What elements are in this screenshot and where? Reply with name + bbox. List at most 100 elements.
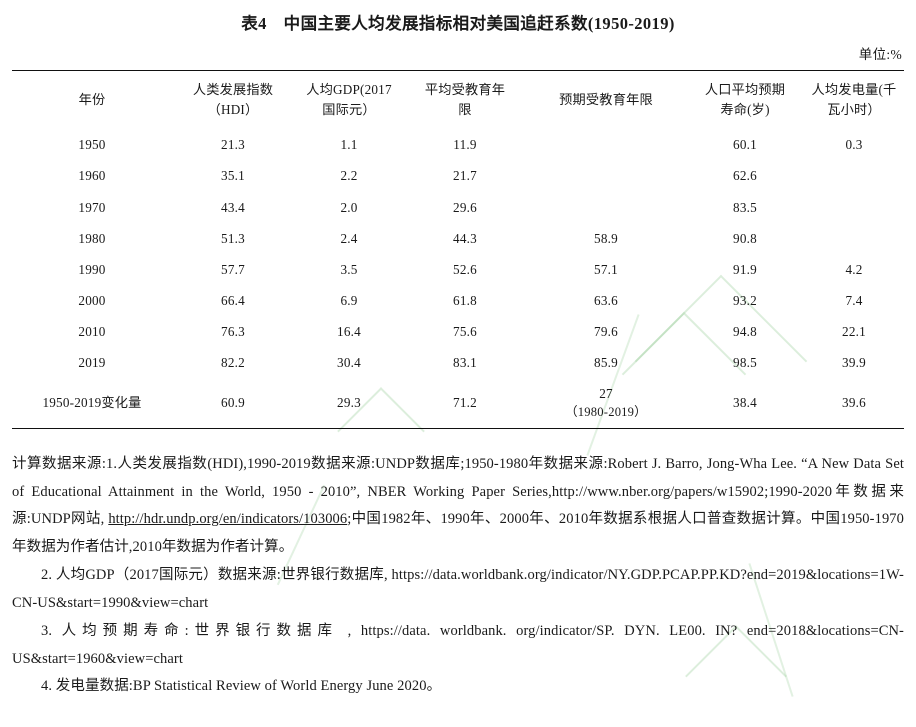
column-header-mean-schooling: 平均受教育年 限 xyxy=(404,71,526,130)
table-row: 1980 51.3 2.4 44.3 58.9 90.8 xyxy=(12,223,904,254)
cell-gdp-per-capita: 3.5 xyxy=(340,261,358,277)
cell-hdi: 51.3 xyxy=(221,230,245,246)
column-header-life-expectancy-line2: 寿命(岁) xyxy=(720,102,770,118)
cell-mean-schooling: 21.7 xyxy=(453,168,477,184)
column-header-gdp-per-capita: 人均GDP(2017 国际元） xyxy=(294,71,404,130)
column-header-hdi-line2: （HDI） xyxy=(207,102,259,118)
cell-hdi: 66.4 xyxy=(221,292,245,308)
cell-year: 2019 xyxy=(78,355,106,371)
column-header-life-expectancy: 人口平均预期 寿命(岁) xyxy=(686,71,804,130)
cell-year: 1950-2019变化量 xyxy=(42,395,142,411)
table-row: 2000 66.4 6.9 61.8 63.6 93.2 7.4 xyxy=(12,285,904,316)
cell-mean-schooling: 83.1 xyxy=(453,355,477,371)
cell-life-expectancy: 90.8 xyxy=(733,230,757,246)
table-notes: 计算数据来源:1.人类发展指数(HDI),1990-2019数据来源:UNDP数… xyxy=(12,451,904,701)
cell-life-expectancy: 91.9 xyxy=(733,261,757,277)
table-row: 1970 43.4 2.0 29.6 83.5 xyxy=(12,192,904,223)
table-row: 1950-2019变化量 60.9 29.3 71.2 27 （1980-2019） 38.… xyxy=(12,378,904,429)
note-item-4: 4. 发电量数据:BP Statistical Review of World … xyxy=(41,678,442,695)
table-row: 1990 57.7 3.5 52.6 57.1 91.9 4.2 xyxy=(12,254,904,285)
cell-expected-schooling: 85.9 xyxy=(594,355,618,371)
cell-electricity: 39.9 xyxy=(842,355,866,371)
column-header-life-expectancy-line1: 人口平均预期 xyxy=(704,82,786,98)
column-header-expected-schooling: 预期受教育年限 xyxy=(526,71,686,130)
table-row: 2019 82.2 30.4 83.1 85.9 98.5 39.9 xyxy=(12,347,904,378)
column-header-year: 年份 xyxy=(12,71,172,130)
cell-electricity: 22.1 xyxy=(842,324,866,340)
column-header-mean-schooling-line1: 平均受教育年 xyxy=(424,82,506,98)
cell-gdp-per-capita: 1.1 xyxy=(340,137,358,153)
cell-gdp-per-capita: 29.3 xyxy=(337,395,361,411)
cell-year: 1950 xyxy=(78,137,106,153)
cell-expected-schooling: 63.6 xyxy=(594,292,618,308)
cell-hdi: 35.1 xyxy=(221,168,245,184)
cell-expected-schooling xyxy=(526,160,686,191)
cell-year: 2000 xyxy=(78,292,106,308)
cell-expected-schooling: 79.6 xyxy=(594,324,618,340)
note-1-text-after-url: ;中国1982年、1990年、2000年、2010年数据系根据人口普查数据计算。… xyxy=(12,511,904,556)
note-1-url-link[interactable]: http://hdr.undp.org/en/indicators/103006 xyxy=(108,511,348,528)
column-header-gdp-line2: 国际元） xyxy=(322,102,376,118)
cell-electricity: 7.4 xyxy=(845,292,863,308)
cell-gdp-per-capita: 6.9 xyxy=(340,292,358,308)
cell-expected-schooling: 57.1 xyxy=(594,261,618,277)
table-body: 1950 21.3 1.1 11.9 60.1 0.3 1960 35.1 2.2 21.7 62.… xyxy=(12,129,904,429)
cell-life-expectancy: 38.4 xyxy=(733,395,757,411)
column-header-gdp-line1: 人均GDP(2017 xyxy=(306,82,392,98)
note-item-3: 3. 人均预期寿命:世界银行数据库 , https://data. worldb… xyxy=(12,622,904,667)
cell-electricity xyxy=(804,223,904,254)
cell-hdi: 21.3 xyxy=(221,137,245,153)
cell-mean-schooling: 61.8 xyxy=(453,292,477,308)
cell-electricity: 0.3 xyxy=(845,137,863,153)
cell-mean-schooling: 75.6 xyxy=(453,324,477,340)
cell-gdp-per-capita: 16.4 xyxy=(337,324,361,340)
cell-expected-schooling: 27 （1980-2019） xyxy=(526,378,686,428)
table-row: 1960 35.1 2.2 21.7 62.6 xyxy=(12,160,904,191)
cell-hdi: 57.7 xyxy=(221,261,245,277)
cell-year: 2010 xyxy=(78,324,106,340)
cell-hdi: 82.2 xyxy=(221,355,245,371)
cell-hdi: 76.3 xyxy=(221,324,245,340)
cell-expected-schooling: 58.9 xyxy=(594,230,618,246)
cell-gdp-per-capita: 30.4 xyxy=(337,355,361,371)
cell-year: 1980 xyxy=(78,230,106,246)
note-item-1: 计算数据来源:1.人类发展指数(HDI),1990-2019数据来源:UNDP数… xyxy=(12,451,904,562)
table-container: 年份 人类发展指数 （HDI） 人均GDP(2017 国际元） 平均受教育年 限 xyxy=(12,70,904,429)
column-header-hdi: 人类发展指数 （HDI） xyxy=(172,71,294,130)
note-item-2: 2. 人均GDP（2017国际元）数据来源:世界银行数据库, https://d… xyxy=(12,567,904,611)
table-header: 年份 人类发展指数 （HDI） 人均GDP(2017 国际元） 平均受教育年 限 xyxy=(12,70,904,130)
cell-electricity: 4.2 xyxy=(845,261,863,277)
cell-expected-schooling xyxy=(526,129,686,160)
cell-expected-schooling-value: 27 xyxy=(599,386,613,402)
column-header-hdi-line1: 人类发展指数 xyxy=(192,82,274,98)
cell-year: 1970 xyxy=(78,199,106,215)
note-1-text-before-url: 计算数据来源:1.人类发展指数(HDI),1990-2019数据来源:UNDP数… xyxy=(12,455,904,528)
cell-life-expectancy: 98.5 xyxy=(733,355,757,371)
cell-hdi: 43.4 xyxy=(221,199,245,215)
cell-expected-schooling-range: （1980-2019） xyxy=(565,405,647,420)
table-header-row: 年份 人类发展指数 （HDI） 人均GDP(2017 国际元） 平均受教育年 限 xyxy=(12,70,904,130)
column-header-expected-schooling-line1: 预期受教育年限 xyxy=(559,92,653,108)
cell-electricity xyxy=(804,160,904,191)
catchup-index-table: 年份 人类发展指数 （HDI） 人均GDP(2017 国际元） 平均受教育年 限 xyxy=(12,70,904,429)
cell-year: 1990 xyxy=(78,261,106,277)
cell-life-expectancy: 60.1 xyxy=(733,137,757,153)
cell-mean-schooling: 71.2 xyxy=(453,395,477,411)
cell-gdp-per-capita: 2.0 xyxy=(340,199,358,215)
cell-life-expectancy: 62.6 xyxy=(733,168,757,184)
cell-hdi: 60.9 xyxy=(221,395,245,411)
cell-life-expectancy: 94.8 xyxy=(733,324,757,340)
cell-mean-schooling: 44.3 xyxy=(453,230,477,246)
page-title: 表4 中国主要人均发展指标相对美国追赶系数(1950-2019) xyxy=(241,14,675,33)
column-header-electricity-line1: 人均发电量(千 xyxy=(811,82,897,98)
cell-gdp-per-capita: 2.2 xyxy=(340,168,358,184)
cell-year: 1960 xyxy=(78,168,106,184)
cell-life-expectancy: 93.2 xyxy=(733,292,757,308)
cell-mean-schooling: 52.6 xyxy=(453,261,477,277)
unit-label: 单位:% xyxy=(858,47,902,63)
cell-gdp-per-capita: 2.4 xyxy=(340,230,358,246)
column-header-year-line1: 年份 xyxy=(78,92,106,108)
cell-electricity: 39.6 xyxy=(842,395,866,411)
column-header-electricity-line2: 瓦小时） xyxy=(827,102,881,118)
